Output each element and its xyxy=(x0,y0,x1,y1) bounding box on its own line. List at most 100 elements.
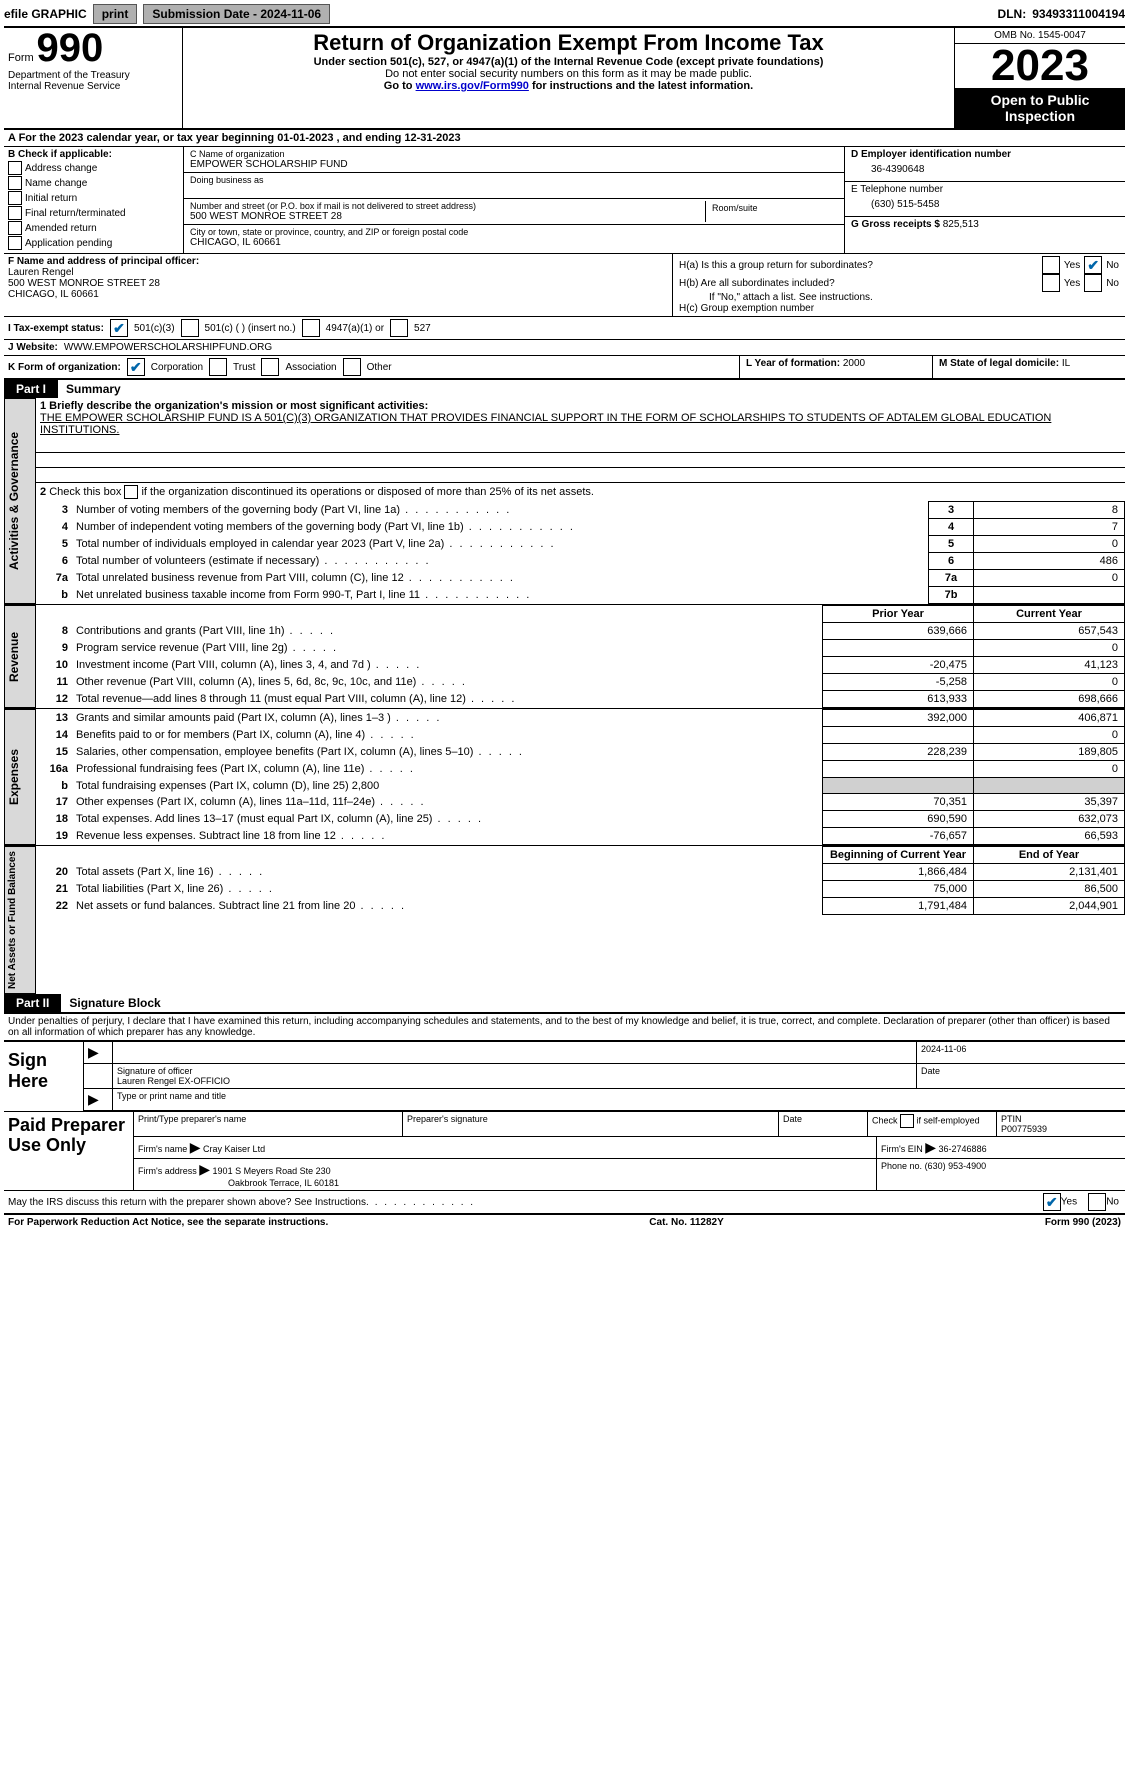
ein-value: 36-4390648 xyxy=(851,160,1119,179)
discuss-yes-checkbox[interactable] xyxy=(1043,1193,1061,1211)
other-checkbox[interactable] xyxy=(343,358,361,376)
dba-label: Doing business as xyxy=(190,175,838,185)
firm-addr1: 1901 S Meyers Road Ste 230 xyxy=(213,1166,331,1176)
application-pending-checkbox[interactable] xyxy=(8,236,22,250)
ha-yes-checkbox[interactable] xyxy=(1042,256,1060,274)
table-row: 12Total revenue—add lines 8 through 11 (… xyxy=(36,691,1125,708)
activities-governance-section: Activities & Governance 1 Briefly descri… xyxy=(4,398,1125,604)
year-formation: 2000 xyxy=(843,358,865,369)
row-klm: K Form of organization: Corporation Trus… xyxy=(4,355,1125,380)
name-change-checkbox[interactable] xyxy=(8,176,22,190)
discuss-no-checkbox[interactable] xyxy=(1088,1193,1106,1211)
street-label: Number and street (or P.O. box if mail i… xyxy=(190,201,705,211)
part1-label: Part I xyxy=(4,380,58,398)
table-row: 10Investment income (Part VIII, column (… xyxy=(36,657,1125,674)
form-header: Form 990 Department of the Treasury Inte… xyxy=(4,26,1125,128)
dln-label: DLN: xyxy=(998,7,1027,21)
table-row: 17Other expenses (Part IX, column (A), l… xyxy=(36,794,1125,811)
527-checkbox[interactable] xyxy=(390,319,408,337)
subtitle: Under section 501(c), 527, or 4947(a)(1)… xyxy=(191,56,946,68)
gross-label: G Gross receipts $ xyxy=(851,219,940,230)
date-label: Date xyxy=(917,1064,1125,1088)
box-b: B Check if applicable: Address change Na… xyxy=(4,147,184,253)
hb-yes-checkbox[interactable] xyxy=(1042,274,1060,292)
netassets-section: Net Assets or Fund Balances Beginning of… xyxy=(4,845,1125,994)
trust-checkbox[interactable] xyxy=(209,358,227,376)
firm-addr2: Oakbrook Terrace, IL 60181 xyxy=(138,1178,339,1188)
corp-checkbox[interactable] xyxy=(127,358,145,376)
form-org-label: K Form of organization: xyxy=(8,362,121,373)
ha-no-checkbox[interactable] xyxy=(1084,256,1102,274)
ag-table: 3Number of voting members of the governi… xyxy=(36,501,1125,604)
firm-ein: 36-2746886 xyxy=(939,1144,987,1154)
top-toolbar: efile GRAPHIC print Submission Date - 20… xyxy=(4,4,1125,24)
row-j: J Website: WWW.EMPOWERSCHOLARSHIPFUND.OR… xyxy=(4,339,1125,355)
street-value: 500 WEST MONROE STREET 28 xyxy=(190,211,705,222)
table-row: 19Revenue less expenses. Subtract line 1… xyxy=(36,828,1125,845)
part2-header: Part II Signature Block xyxy=(4,994,1125,1012)
hb-no-checkbox[interactable] xyxy=(1084,274,1102,292)
page-footer: For Paperwork Reduction Act Notice, see … xyxy=(4,1213,1125,1230)
expenses-section: Expenses 13Grants and similar amounts pa… xyxy=(4,708,1125,845)
revenue-section: Revenue Prior Year Current Year 8Contrib… xyxy=(4,604,1125,708)
501c-checkbox[interactable] xyxy=(181,319,199,337)
officer-signed: Lauren Rengel EX-OFFICIO xyxy=(117,1076,230,1086)
side-netassets: Net Assets or Fund Balances xyxy=(4,846,36,994)
arrow-icon: ▶ xyxy=(88,1044,99,1060)
table-row: 5Total number of individuals employed in… xyxy=(36,536,1125,553)
goto-line: Go to www.irs.gov/Form990 for instructio… xyxy=(191,80,946,92)
cat-no: Cat. No. 11282Y xyxy=(649,1217,723,1228)
efile-label: efile GRAPHIC xyxy=(4,7,87,21)
amended-return-checkbox[interactable] xyxy=(8,221,22,235)
self-employed-checkbox[interactable] xyxy=(900,1114,914,1128)
current-year-header: Current Year xyxy=(974,606,1125,623)
table-row: 9Program service revenue (Part VIII, lin… xyxy=(36,640,1125,657)
declaration-text: Under penalties of perjury, I declare th… xyxy=(4,1012,1125,1040)
form-number-box: Form 990 Department of the Treasury Inte… xyxy=(4,28,183,128)
side-revenue: Revenue xyxy=(4,605,36,708)
paid-preparer-label: Paid Preparer Use Only xyxy=(4,1112,134,1190)
title-box: Return of Organization Exempt From Incom… xyxy=(183,28,954,128)
tax-status-label: I Tax-exempt status: xyxy=(8,323,104,334)
assoc-checkbox[interactable] xyxy=(261,358,279,376)
org-name: EMPOWER SCHOLARSHIP FUND xyxy=(190,159,838,170)
box-d: D Employer identification number 36-4390… xyxy=(845,147,1125,253)
line1-label: 1 Briefly describe the organization's mi… xyxy=(40,400,428,412)
year-box: OMB No. 1545-0047 2023 Open to Public In… xyxy=(954,28,1125,128)
ha-label: H(a) Is this a group return for subordin… xyxy=(679,260,1038,271)
prep-sig-label: Preparer's signature xyxy=(403,1112,779,1136)
discuss-row: May the IRS discuss this return with the… xyxy=(4,1190,1125,1213)
print-button[interactable]: print xyxy=(93,4,138,24)
4947-checkbox[interactable] xyxy=(302,319,320,337)
submission-date-button[interactable]: Submission Date - 2024-11-06 xyxy=(143,4,330,24)
main-title: Return of Organization Exempt From Incom… xyxy=(191,30,946,56)
officer-label: F Name and address of principal officer: xyxy=(8,256,668,267)
gross-value: 825,513 xyxy=(943,219,979,230)
form990-link[interactable]: www.irs.gov/Form990 xyxy=(416,80,529,92)
initial-return-checkbox[interactable] xyxy=(8,191,22,205)
table-row: 22Net assets or fund balances. Subtract … xyxy=(36,898,1125,915)
discontinued-checkbox[interactable] xyxy=(124,485,138,499)
city-label: City or town, state or province, country… xyxy=(190,227,838,237)
phone-value: (630) 953-4900 xyxy=(925,1161,987,1171)
table-row: 8Contributions and grants (Part VIII, li… xyxy=(36,623,1125,640)
ptin-value: P00775939 xyxy=(1001,1124,1047,1134)
address-change-checkbox[interactable] xyxy=(8,161,22,175)
sign-here-label: Sign Here xyxy=(4,1042,84,1111)
open-to-public: Open to Public Inspection xyxy=(955,88,1125,128)
row-f-h: F Name and address of principal officer:… xyxy=(4,253,1125,316)
table-row: 14Benefits paid to or for members (Part … xyxy=(36,727,1125,744)
dln-value: 93493311004194 xyxy=(1032,7,1125,21)
table-row: bTotal fundraising expenses (Part IX, co… xyxy=(36,778,1125,794)
table-row: 7aTotal unrelated business revenue from … xyxy=(36,570,1125,587)
final-return-checkbox[interactable] xyxy=(8,206,22,220)
table-row: 18Total expenses. Add lines 13–17 (must … xyxy=(36,811,1125,828)
tel-value: (630) 515-5458 xyxy=(851,195,1119,214)
netassets-table: Beginning of Current Year End of Year 20… xyxy=(36,846,1125,915)
table-row: bNet unrelated business taxable income f… xyxy=(36,587,1125,604)
table-row: 21Total liabilities (Part X, line 26)75,… xyxy=(36,881,1125,898)
hb-label: H(b) Are all subordinates included? xyxy=(679,278,1038,289)
sign-here-block: Sign Here ▶ 2024-11-06 Signature of offi… xyxy=(4,1040,1125,1111)
expenses-table: 13Grants and similar amounts paid (Part … xyxy=(36,709,1125,845)
501c3-checkbox[interactable] xyxy=(110,319,128,337)
